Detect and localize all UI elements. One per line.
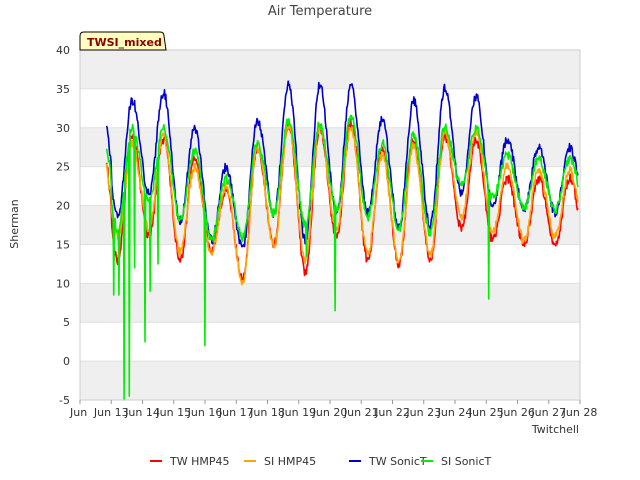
legend-item: TW HMP45 [150,455,230,468]
y-tick-label: -5 [59,394,70,407]
x-tick-label: Jun 25 [468,406,504,419]
x-tick-label: Jun 24 [437,406,473,419]
legend-label: TW HMP45 [169,455,230,468]
x-tick-label: Jun 16 [187,406,223,419]
x-axis-title: Twitchell [531,423,579,436]
plot-background [80,50,580,400]
x-tick-label: Jun 21 [343,406,379,419]
x-tick-label: Jun 20 [312,406,348,419]
legend-label: TW SonicT [368,455,427,468]
x-tick-label: Jun 19 [280,406,316,419]
grid-band [80,283,580,323]
legend-item: SI HMP45 [244,455,316,468]
x-tick-label: Jun 26 [499,406,535,419]
y-tick-label: 30 [56,122,70,135]
legend-label: SI HMP45 [264,455,316,468]
x-tick-label: Jun 17 [218,406,254,419]
y-tick-label: 10 [56,277,70,290]
legend-label: SI SonicT [441,455,492,468]
x-tick-label: Jun 28 [562,406,598,419]
series-line-si-hmp45 [105,123,579,286]
legend: TW HMP45 SI HMP45 TW SonicT SI SonicT [150,455,492,468]
x-tick-label: Jun 13 [93,406,129,419]
badge-shape [79,31,167,51]
y-tick-label: 0 [63,355,70,368]
y-tick-label: 25 [56,161,70,174]
station-badge: TWSI_mixed [79,31,167,51]
y-axis-title: Sherman [8,199,21,249]
x-tick-label: Jun 22 [374,406,410,419]
grid-band [80,361,580,400]
y-tick-label: 15 [56,238,70,251]
x-tick-label: Jun 15 [155,406,191,419]
series-line-si-sonict [105,114,579,401]
legend-item: TW SonicT [349,455,427,468]
badge-label: TWSI_mixed [87,36,162,49]
y-tick-label: 20 [56,200,70,213]
y-tick-label: 35 [56,83,70,96]
chart-title: Air Temperature [268,4,372,19]
legend-item: SI SonicT [421,455,492,468]
x-tick-label: Jun [69,406,87,419]
x-tick-label: Jun 27 [530,406,566,419]
y-tick-label: 40 [56,44,70,57]
grid-band [80,50,580,89]
series-lines [105,80,579,401]
x-tick-label: Jun 23 [405,406,441,419]
y-tick-label: 5 [63,316,70,329]
x-tick-label: Jun 14 [124,406,160,419]
x-tick-label: Jun 18 [249,406,285,419]
